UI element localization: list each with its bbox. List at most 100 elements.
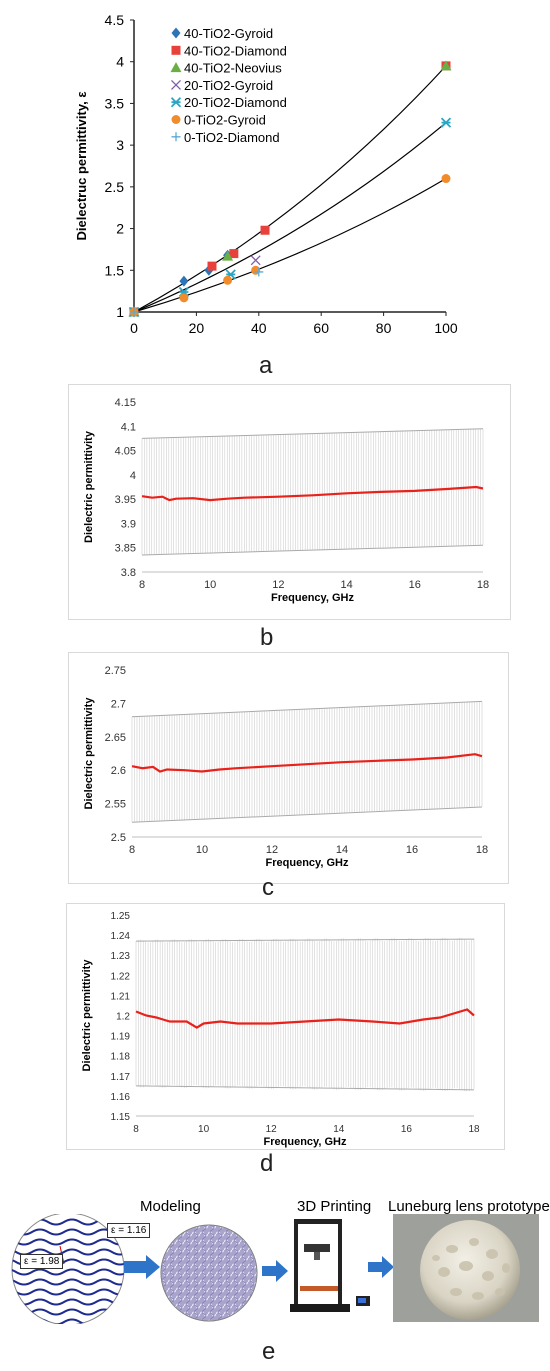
legend-marker bbox=[170, 62, 182, 73]
x-tick-label: 10 bbox=[196, 844, 208, 856]
legend-marker bbox=[171, 45, 181, 55]
x-tick-label: 60 bbox=[313, 320, 329, 336]
legend-marker bbox=[170, 97, 182, 108]
panel-label-b: b bbox=[260, 624, 274, 651]
x-tick-label: 14 bbox=[340, 579, 352, 591]
epsilon-high-label: ε = 1.98 bbox=[20, 1254, 64, 1269]
x-tick-label: 18 bbox=[476, 844, 488, 856]
legend-label: 0-TiO2-Gyroid bbox=[184, 113, 266, 128]
x-tick-label: 10 bbox=[204, 579, 216, 591]
y-tick-label: 1.18 bbox=[111, 1052, 131, 1063]
data-point bbox=[440, 117, 452, 128]
legend-label: 20-TiO2-Gyroid bbox=[184, 78, 273, 93]
legend-marker bbox=[171, 115, 181, 124]
data-point bbox=[223, 275, 233, 285]
legend-label: 0-TiO2-Diamond bbox=[184, 130, 280, 145]
y-tick-label: 4.5 bbox=[105, 12, 125, 28]
x-tick-label: 16 bbox=[401, 1124, 413, 1135]
y-tick-label: 4.15 bbox=[115, 397, 136, 409]
panel-label-d: d bbox=[260, 1150, 274, 1177]
x-tick-label: 18 bbox=[468, 1124, 480, 1135]
y-tick-label: 2.5 bbox=[105, 179, 125, 195]
y-tick-label: 1.23 bbox=[111, 951, 131, 962]
data-point bbox=[179, 293, 189, 303]
x-tick-label: 40 bbox=[251, 320, 267, 336]
x-tick-label: 16 bbox=[409, 579, 421, 591]
y-tick-label: 3.95 bbox=[115, 494, 136, 506]
error-upper-edge bbox=[135, 938, 475, 942]
x-tick-label: 14 bbox=[336, 844, 348, 856]
y-tick-label: 1 bbox=[116, 304, 124, 320]
printer-icon bbox=[290, 1219, 370, 1312]
legend-label: 20-TiO2-Diamond bbox=[184, 95, 287, 110]
data-line bbox=[131, 753, 483, 773]
y-tick-label: 1.19 bbox=[111, 1032, 131, 1043]
legend-marker bbox=[171, 79, 181, 90]
legend-label: 40-TiO2-Neovius bbox=[184, 61, 282, 76]
data-point bbox=[129, 307, 139, 317]
error-upper-edge bbox=[131, 700, 483, 718]
fit-curve bbox=[133, 65, 447, 313]
y-axis-title: Dielectric permittivity bbox=[81, 959, 93, 1072]
fit-curve bbox=[133, 122, 447, 313]
modeling-label: Modeling bbox=[140, 1198, 201, 1215]
y-tick-label: 3.8 bbox=[121, 567, 136, 579]
y-axis-title: Dielectruc permittivity, ε bbox=[74, 92, 89, 241]
x-tick-label: 20 bbox=[189, 320, 205, 336]
data-point bbox=[260, 225, 270, 235]
y-tick-label: 2.75 bbox=[105, 665, 126, 677]
data-point bbox=[179, 275, 189, 287]
y-tick-label: 1.16 bbox=[111, 1092, 131, 1103]
x-tick-label: 10 bbox=[198, 1124, 210, 1135]
y-tick-label: 3 bbox=[116, 137, 124, 153]
y-tick-label: 1.17 bbox=[111, 1072, 131, 1083]
legend-marker bbox=[171, 27, 181, 39]
error-lower-edge bbox=[141, 544, 484, 556]
legend-marker bbox=[171, 132, 181, 142]
data-point bbox=[254, 267, 264, 277]
printing-label: 3D Printing bbox=[297, 1198, 372, 1215]
legend-label: 40-TiO2-Gyroid bbox=[184, 26, 273, 41]
panel-label-e: e bbox=[262, 1338, 276, 1365]
y-tick-label: 2.6 bbox=[111, 765, 126, 777]
chart-c: 2.5 2.55 2.6 2.65 2.7 2.75 8 10 12 14 16 18 Frequenc… bbox=[83, 665, 488, 869]
lens-model-image bbox=[11, 1214, 539, 1324]
y-tick-label: 1.5 bbox=[105, 262, 125, 278]
y-tick-label: 3.5 bbox=[105, 95, 125, 111]
x-tick-label: 12 bbox=[266, 844, 278, 856]
y-tick-label: 2.7 bbox=[111, 698, 126, 710]
data-point bbox=[250, 255, 261, 266]
x-axis-title: Frequency, GHz bbox=[266, 857, 349, 869]
x-tick-label: 8 bbox=[133, 1124, 139, 1135]
y-tick-label: 2.65 bbox=[105, 732, 126, 744]
panel-label-c: c bbox=[262, 874, 274, 901]
error-lower-edge bbox=[131, 806, 483, 823]
y-tick-label: 1.21 bbox=[111, 991, 131, 1002]
y-axis-title: Dielectric permittivity bbox=[83, 430, 95, 543]
data-point bbox=[440, 60, 452, 71]
chart-a: 11.522.533.544.5020406080100RD, %Dielect… bbox=[74, 12, 458, 336]
x-tick-label: 0 bbox=[130, 320, 138, 336]
y-tick-label: 2 bbox=[116, 221, 124, 237]
y-tick-label: 4.05 bbox=[115, 446, 136, 458]
data-point bbox=[229, 249, 239, 259]
x-tick-label: 12 bbox=[272, 579, 284, 591]
y-tick-label: 3.85 bbox=[115, 543, 136, 555]
y-tick-label: 1.24 bbox=[111, 931, 131, 942]
error-lower-edge bbox=[135, 1085, 475, 1091]
y-axis-title: Dielectric permittivity bbox=[83, 697, 95, 810]
data-line bbox=[141, 485, 484, 502]
y-tick-label: 3.9 bbox=[121, 518, 136, 530]
prototype-label: Luneburg lens prototype bbox=[388, 1198, 550, 1215]
x-tick-label: 100 bbox=[434, 320, 458, 336]
x-tick-label: 8 bbox=[139, 579, 145, 591]
fit-curve bbox=[133, 177, 447, 313]
x-tick-label: 80 bbox=[376, 320, 392, 336]
x-tick-label: 12 bbox=[266, 1124, 278, 1135]
data-point bbox=[222, 250, 234, 261]
error-upper-edge bbox=[141, 428, 484, 439]
x-tick-label: 16 bbox=[406, 844, 418, 856]
y-tick-label: 2.5 bbox=[111, 832, 126, 844]
y-tick-label: 1.22 bbox=[111, 971, 131, 982]
y-tick-label: 1.15 bbox=[111, 1112, 131, 1123]
